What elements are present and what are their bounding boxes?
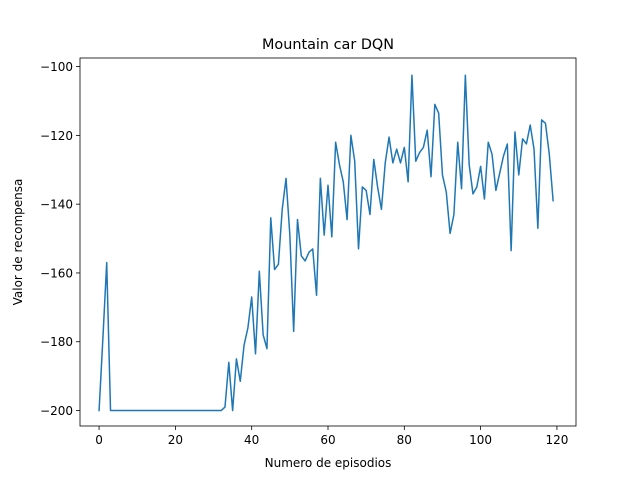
y-tick-label: −120 [40,129,73,143]
x-tick-label: 60 [320,433,335,447]
chart-title: Mountain car DQN [262,37,394,53]
x-tick-label: 80 [397,433,412,447]
y-tick-label: −180 [40,335,73,349]
y-tick-label: −160 [40,266,73,280]
plot-frame [79,57,577,427]
x-tick-label: 0 [95,433,103,447]
x-axis-ticks: 0 20 40 60 80 100 120 [95,426,568,447]
y-axis-label: Valor de recompensa [11,179,25,306]
y-tick-label: −140 [40,198,73,212]
plot-area [80,58,576,426]
x-tick-label: 20 [168,433,183,447]
y-axis-ticks: −200 −180 −160 −140 −120 −100 [40,60,80,418]
x-axis-label: Numero de episodios [265,456,392,470]
x-tick-label: 100 [469,433,492,447]
y-tick-label: −100 [40,60,73,74]
x-tick-label: 40 [244,433,259,447]
y-tick-label: −200 [40,404,73,418]
series-line [98,74,554,412]
x-tick-label: 120 [545,433,568,447]
